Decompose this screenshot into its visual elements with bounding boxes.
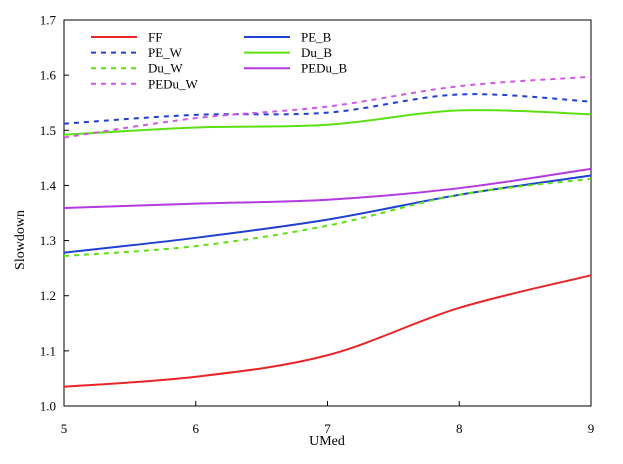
series-line-du-b [63,109,592,136]
y-tick-label: 1.5 [40,123,56,138]
legend-label-ff: FF [148,30,162,45]
y-tick-label: 1.3 [40,233,56,248]
y-tick-label: 1.1 [40,343,56,358]
x-tick-label: 8 [456,421,463,436]
series-line-ff [63,274,592,388]
axes-layer: 5 6 7 8 9 1.0 1.1 1.2 1.3 1.4 1.5 1.6 1.7 [40,13,595,437]
y-tick-label: 1.6 [40,68,57,83]
plot-area [63,19,592,407]
series-line-pedu-w [63,75,592,139]
y-tick-label: 1.4 [40,178,57,193]
x-tick-label: 5 [61,421,68,436]
series-line-pe-b [63,174,592,254]
legend-label-pe-b: PE_B [301,30,332,45]
series-layer [63,75,592,388]
legend-label-pedu-w: PEDu_W [148,76,199,91]
y-tick-label: 1.0 [40,399,56,414]
series-line-pe-w [63,93,592,125]
x-tick-label: 9 [588,421,595,436]
plot-frame [63,19,592,407]
legend: FF PE_B PE_W Du_B Du_W PEDu_B PEDu_W [91,30,348,91]
legend-label-du-w: Du_W [148,61,183,76]
x-axis-label: UMed [309,434,345,449]
x-tick-label: 6 [193,421,200,436]
y-axis-label: Slowdown [13,210,28,270]
legend-label-du-b: Du_B [301,45,332,60]
x-tick-label: 7 [324,421,331,436]
series-line-pedu-b [63,167,592,210]
legend-label-pedu-b: PEDu_B [301,61,348,76]
y-tick-label: 1.7 [40,13,57,28]
legend-label-pe-w: PE_W [148,45,183,60]
y-tick-label: 1.2 [40,288,56,303]
